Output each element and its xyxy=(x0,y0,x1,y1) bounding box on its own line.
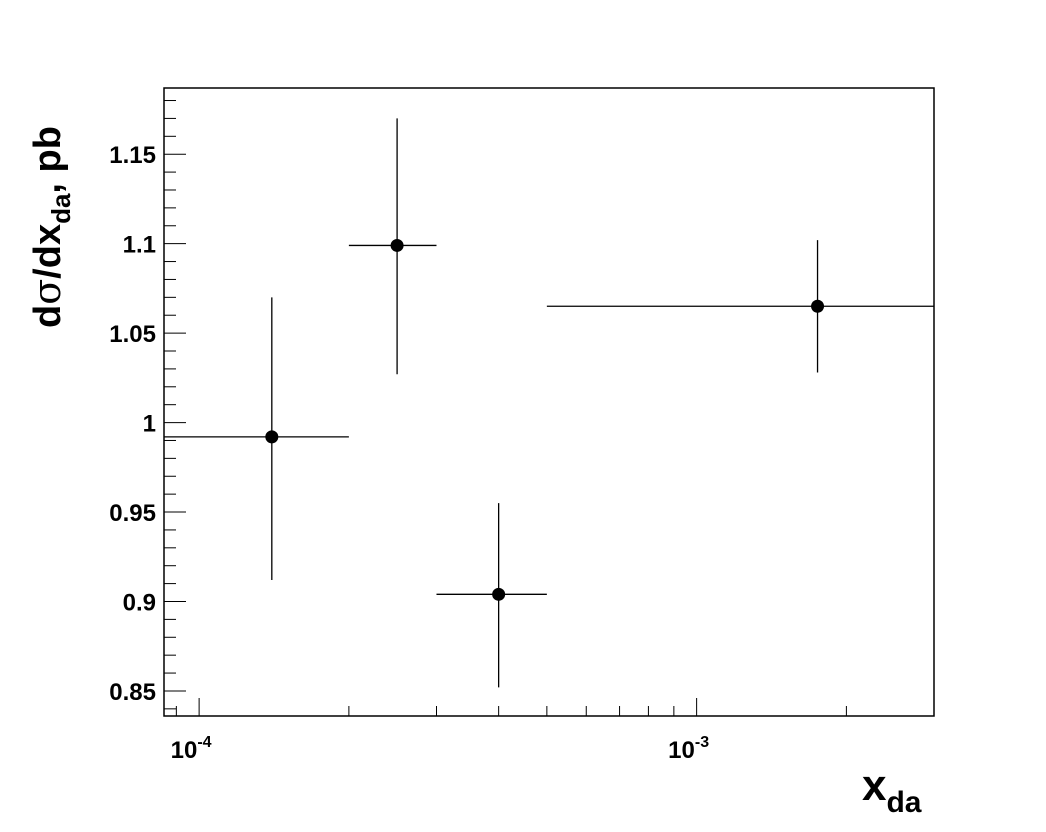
y-tick-label: 1 xyxy=(143,411,156,438)
y-axis-title-subscript: da xyxy=(46,193,76,224)
y-tick-label: 1.05 xyxy=(109,321,156,348)
y-axis-title: dσ/dxda, pb xyxy=(25,126,76,328)
x-axis-title: xda xyxy=(862,761,922,819)
data-point-group xyxy=(164,297,349,581)
data-point-group xyxy=(436,503,547,688)
data-point-group xyxy=(348,118,437,375)
data-point xyxy=(265,430,279,444)
data-point-group xyxy=(546,240,934,373)
data-point xyxy=(390,238,404,252)
y-axis: 0.85 0.9 0.95 1 1.05 1.1 1.15 xyxy=(109,100,186,710)
y-tick-label: 1.15 xyxy=(109,142,156,169)
x-tick-label: 10-3 xyxy=(668,734,709,764)
y-axis-title-mid: /dx xyxy=(27,224,69,279)
plot-frame xyxy=(163,87,935,717)
data-point xyxy=(811,299,825,313)
y-axis-title-d: d xyxy=(27,305,69,328)
x-axis: 10-4 10-3 xyxy=(171,698,935,764)
y-axis-title-post: , pb xyxy=(27,126,69,194)
x-tick-label-exponent: -3 xyxy=(695,734,709,751)
data-series xyxy=(164,118,934,688)
y-tick-label: 0.85 xyxy=(109,679,156,706)
x-axis-title-main: x xyxy=(862,761,887,810)
x-tick-label: 10-4 xyxy=(171,734,212,764)
y-tick-label: 0.95 xyxy=(109,500,156,527)
y-tick-label: 1.1 xyxy=(123,232,156,259)
data-point xyxy=(492,587,506,601)
x-tick-label-base: 10 xyxy=(171,737,198,764)
x-tick-label-exponent: -4 xyxy=(197,734,211,751)
y-axis-title-sigma: σ xyxy=(25,279,69,305)
x-tick-label-base: 10 xyxy=(668,737,695,764)
x-axis-title-subscript: da xyxy=(886,786,921,819)
y-tick-label: 0.9 xyxy=(123,589,156,616)
